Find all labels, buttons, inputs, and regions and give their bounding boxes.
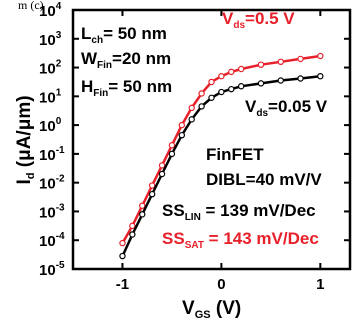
data-point-sat — [129, 222, 136, 230]
y-tick-label: 10-2 — [39, 174, 65, 193]
y-tick-label: 10-4 — [39, 231, 65, 250]
y-axis-ticks: 104 103 102 101 100 10-1 10-2 10-3 10-4 10-5 — [39, 1, 350, 279]
y-tick-label: 10-5 — [39, 260, 65, 279]
data-point-lin — [198, 103, 205, 110]
data-series — [119, 52, 324, 260]
data-point-lin — [237, 83, 245, 90]
data-point-sat — [228, 68, 235, 76]
data-point-sat — [119, 239, 126, 247]
data-point-lin — [188, 116, 195, 123]
data-point-lin — [297, 75, 304, 82]
data-point-sat — [198, 90, 205, 97]
data-point-lin — [139, 211, 146, 218]
data-point-sat — [237, 65, 245, 73]
x-axis-ticks: -1 0 1 — [116, 10, 324, 293]
data-point-lin — [277, 77, 284, 84]
data-point-lin — [257, 80, 265, 87]
data-point-sat — [178, 121, 186, 129]
x-tick-label: 1 — [316, 276, 324, 293]
data-point-sat — [257, 61, 265, 68]
annotation-hfin: HFin= 50 nm — [81, 77, 172, 99]
data-point-lin — [218, 88, 225, 96]
cropped-caption: m (c) — [18, 0, 44, 12]
data-point-lin — [129, 231, 136, 238]
data-point-sat — [218, 72, 225, 80]
data-point-sat — [208, 78, 215, 86]
x-tick-label: 0 — [217, 276, 225, 293]
y-axis-label: Id (μA/μm) — [14, 95, 37, 184]
y-tick-label: 10-1 — [39, 145, 65, 164]
data-point-lin — [178, 131, 186, 139]
y-tick-label: 100 — [39, 116, 62, 135]
data-point-sat — [158, 162, 166, 169]
data-point-lin — [158, 170, 166, 178]
annotation-lch: Lch= 50 nm — [81, 24, 167, 46]
data-point-sat — [148, 182, 156, 189]
data-point-lin — [168, 150, 176, 158]
y-tick-label: 10-3 — [39, 202, 65, 221]
y-tick-label: 103 — [39, 30, 62, 49]
data-point-lin — [317, 72, 324, 80]
annotation-ss-lin: SSLIN = 139 mV/Dec — [162, 201, 316, 223]
data-point-lin — [228, 85, 235, 93]
y-tick-label: 104 — [39, 1, 62, 20]
data-point-lin — [208, 94, 215, 101]
x-axis-label: VGS (V) — [182, 298, 241, 321]
x-tick-label: -1 — [116, 276, 129, 293]
data-point-sat — [188, 104, 195, 112]
data-point-sat — [297, 55, 304, 63]
y-tick-label: 101 — [39, 87, 62, 106]
annotation-vds-lin: Vds=0.05 V — [245, 97, 328, 119]
annotation-wfin: WFin=20 nm — [81, 49, 171, 71]
data-point-lin — [148, 190, 156, 198]
annotation-ss-sat: SSSAT = 143 mV/Dec — [162, 229, 319, 251]
data-point-sat — [277, 58, 284, 66]
data-point-sat — [168, 142, 176, 149]
annotation-dibl: DIBL=40 mV/V — [206, 170, 322, 189]
data-point-sat — [139, 202, 146, 209]
y-tick-label: 102 — [39, 59, 62, 78]
plot-frame — [71, 8, 352, 271]
data-point-sat — [317, 52, 324, 60]
annotation-finfet: FinFET — [206, 145, 264, 164]
data-point-lin — [119, 252, 126, 260]
annotation-vds-sat: Vds=0.5 V — [222, 9, 295, 31]
